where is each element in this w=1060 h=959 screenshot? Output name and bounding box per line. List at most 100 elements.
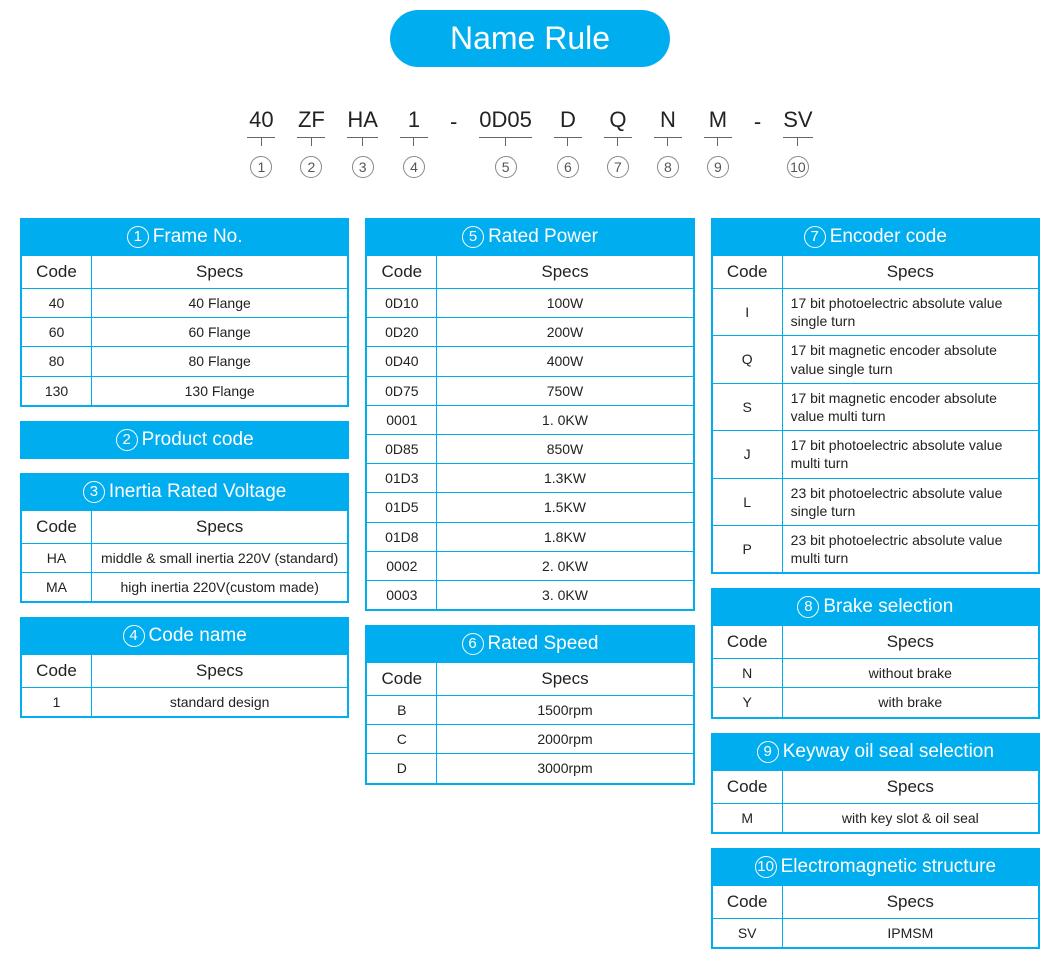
cell-spec: with key slot & oil seal [782,803,1038,832]
code-segment-text: SV [783,107,812,138]
cell-code: B [367,696,437,725]
cell-spec: 2000rpm [437,725,693,754]
col-header-code: Code [367,663,437,696]
cell-code: MA [22,572,92,601]
code-segment-text: M [704,107,732,138]
cell-spec: high inertia 220V(custom made) [92,572,348,601]
cell-code: 01D5 [367,493,437,522]
table-row: Nwithout brake [712,659,1038,688]
code-segment-index: 2 [297,152,325,178]
spec-table: CodeSpecs0D10100W0D20200W0D40400W0D75750… [366,255,693,610]
cell-spec: 80 Flange [92,347,348,376]
cell-spec: with brake [782,688,1038,717]
cell-spec: standard design [92,688,348,717]
cell-code: Y [712,688,782,717]
spec-block-title: 7Encoder code [712,219,1039,255]
cell-code: S [712,383,782,430]
table-row: 0D40400W [367,347,693,376]
code-segment: 14 [400,107,428,178]
spec-table: CodeSpecs4040 Flange6060 Flange8080 Flan… [21,255,348,406]
spec-table: CodeSpecsSVIPMSM [712,885,1039,948]
table-row: 00022. 0KW [367,551,693,580]
code-segment-index: 10 [783,152,812,178]
code-segment-index: 4 [400,152,428,178]
table-row: J17 bit photoelectric absolute value mul… [712,431,1038,478]
code-segment-text: 40 [247,107,275,138]
cell-code: Q [712,336,782,383]
spec-table: CodeSpecsB1500rpmC2000rpmD3000rpm [366,662,693,784]
code-segment-index: 5 [479,152,532,178]
spec-columns: 1Frame No.CodeSpecs4040 Flange6060 Flang… [10,218,1050,949]
cell-spec: 17 bit photoelectric absolute value mult… [782,431,1038,478]
spec-block: 3Inertia Rated VoltageCodeSpecsHAmiddle … [20,473,349,603]
cell-code: M [712,803,782,832]
code-segment-index: 1 [247,152,275,178]
code-segment-index: 6 [554,152,582,178]
col-header-code: Code [712,885,782,918]
table-row: 0D20200W [367,318,693,347]
spec-column: 5Rated PowerCodeSpecs0D10100W0D20200W0D4… [365,218,694,949]
spec-table: CodeSpecsI17 bit photoelectric absolute … [712,255,1039,573]
table-row: 4040 Flange [22,289,348,318]
cell-code: 0003 [367,580,437,609]
cell-code: C [367,725,437,754]
code-segment-text: N [654,107,682,138]
col-header-specs: Specs [782,256,1038,289]
col-header-specs: Specs [782,770,1038,803]
table-row: 0D10100W [367,289,693,318]
cell-code: N [712,659,782,688]
code-segment-text: 1 [400,107,428,138]
spec-block-title: 8Brake selection [712,589,1039,625]
spec-table: CodeSpecs1standard design [21,654,348,717]
code-segment-index: 7 [604,152,632,178]
spec-block-title: 1Frame No. [21,219,348,255]
page-title: Name Rule [390,10,670,67]
table-row: I17 bit photoelectric absolute value sin… [712,289,1038,336]
code-segment: 0D055 [479,107,532,178]
cell-code: SV [712,918,782,947]
code-segment: ZF 2 [297,107,325,178]
col-header-code: Code [712,256,782,289]
spec-table: CodeSpecsHAmiddle & small inertia 220V (… [21,510,348,602]
table-row: P23 bit photoelectric absolute value mul… [712,525,1038,572]
cell-spec: 17 bit photoelectric absolute value sing… [782,289,1038,336]
spec-block: 4Code nameCodeSpecs1standard design [20,617,349,718]
code-segment: HA3 [347,107,378,178]
cell-spec: 17 bit magnetic encoder absolute value m… [782,383,1038,430]
col-header-code: Code [712,626,782,659]
code-dash: - [754,107,761,178]
cell-code: 0D10 [367,289,437,318]
code-segment: M9 [704,107,732,178]
cell-spec: middle & small inertia 220V (standard) [92,543,348,572]
cell-spec: 3000rpm [437,754,693,783]
spec-block: 8Brake selectionCodeSpecsNwithout brakeY… [711,588,1040,718]
spec-block-title: 9Keyway oil seal selection [712,734,1039,770]
spec-block-title: 2Product code [21,422,348,458]
code-segment: SV 10 [783,107,812,178]
cell-spec: without brake [782,659,1038,688]
cell-code: 01D3 [367,464,437,493]
col-header-code: Code [22,256,92,289]
table-row: 01D51.5KW [367,493,693,522]
cell-spec: 60 Flange [92,318,348,347]
cell-spec: 130 Flange [92,376,348,405]
spec-block: 5Rated PowerCodeSpecs0D10100W0D20200W0D4… [365,218,694,611]
table-row: HAmiddle & small inertia 220V (standard) [22,543,348,572]
spec-block: 2Product code [20,421,349,459]
code-segment: N8 [654,107,682,178]
code-segment-text: ZF [297,107,325,138]
col-header-code: Code [367,256,437,289]
code-segment-index: 3 [347,152,378,178]
cell-spec: 750W [437,376,693,405]
cell-spec: 1.8KW [437,522,693,551]
code-segment: 40 1 [247,107,275,178]
cell-code: L [712,478,782,525]
cell-code: 1 [22,688,92,717]
code-segment-text: Q [604,107,632,138]
spec-column: 7Encoder codeCodeSpecsI17 bit photoelect… [711,218,1040,949]
cell-spec: 400W [437,347,693,376]
table-row: L23 bit photoelectric absolute value sin… [712,478,1038,525]
spec-table: CodeSpecsNwithout brakeYwith brake [712,625,1039,717]
cell-spec: 40 Flange [92,289,348,318]
col-header-specs: Specs [92,510,348,543]
